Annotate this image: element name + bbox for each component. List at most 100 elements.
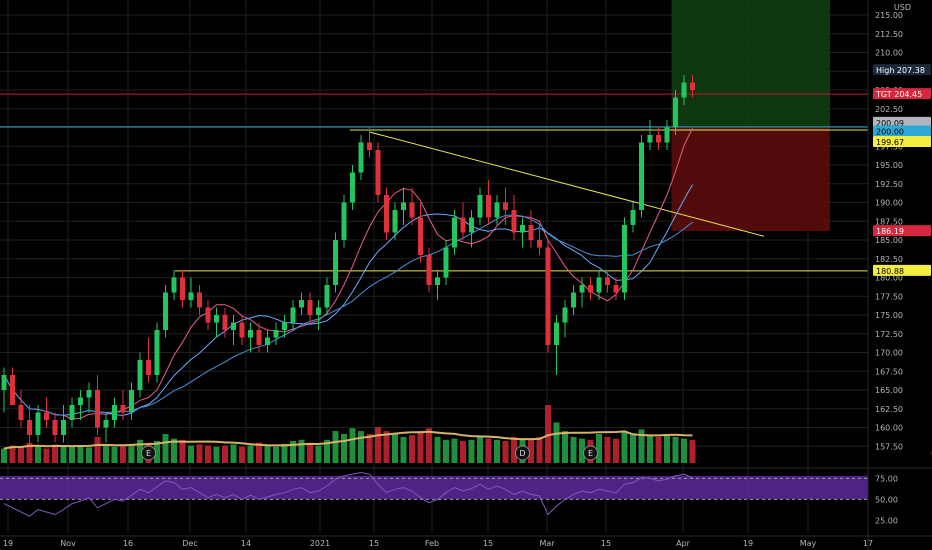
candle-body bbox=[103, 420, 109, 428]
price-tag-level-180-88-label: 180.88 bbox=[876, 267, 904, 276]
event-marker-label: E bbox=[588, 449, 593, 458]
candle-body bbox=[656, 135, 661, 143]
volume-bar bbox=[103, 445, 109, 463]
price-tag-high bbox=[873, 64, 931, 76]
candle-body bbox=[520, 225, 525, 233]
price-tag-level-200-09-label: 200.09 bbox=[876, 119, 904, 128]
time-axis-tick: Dec bbox=[182, 539, 197, 548]
volume-bar bbox=[222, 445, 228, 463]
price-axis-tick: 157.50 bbox=[875, 442, 903, 451]
candle-body bbox=[265, 337, 270, 345]
moving-average-fast bbox=[3, 128, 693, 420]
volume-bar bbox=[264, 445, 271, 463]
candle-body bbox=[435, 277, 440, 285]
candle-body bbox=[248, 330, 253, 338]
candle-body bbox=[545, 247, 551, 345]
price-axis-tick: 190.00 bbox=[875, 199, 903, 208]
volume-bar bbox=[35, 445, 41, 463]
candle-body bbox=[477, 195, 483, 218]
price-axis-tick: 215.00 bbox=[875, 11, 903, 20]
moving-average-slow bbox=[3, 214, 693, 416]
candle-body bbox=[681, 82, 687, 98]
volume-bar bbox=[553, 422, 560, 463]
price-axis-tick: 165.00 bbox=[875, 386, 903, 395]
volume-bar bbox=[502, 440, 509, 463]
volume-bar bbox=[9, 445, 16, 463]
volume-bar bbox=[324, 439, 330, 463]
rsi-band bbox=[0, 475, 868, 500]
candle-body bbox=[341, 202, 347, 240]
candle-body bbox=[426, 255, 432, 285]
volume-bar bbox=[162, 434, 169, 463]
volume-bar bbox=[672, 436, 679, 463]
time-axis-tick: Nov bbox=[60, 539, 76, 548]
candle-body bbox=[494, 202, 500, 218]
volume-bar bbox=[494, 439, 500, 463]
volume-bar bbox=[273, 446, 279, 463]
volume-bar bbox=[689, 439, 696, 463]
event-marker-label: D bbox=[519, 449, 525, 458]
candle-body bbox=[443, 247, 449, 278]
candle-body bbox=[384, 195, 389, 233]
rsi-line bbox=[3, 471, 693, 517]
time-axis-tick: May bbox=[800, 539, 817, 548]
event-marker[interactable] bbox=[141, 445, 156, 461]
candle-body bbox=[78, 397, 83, 405]
price-tag-tgt-label: TGT 204.45 bbox=[875, 90, 922, 99]
candle-body bbox=[163, 292, 168, 330]
candle-body bbox=[358, 142, 364, 173]
volume-bar bbox=[604, 436, 611, 463]
volume-bar bbox=[315, 445, 322, 463]
candle-body bbox=[690, 82, 695, 90]
volume-bar bbox=[511, 436, 517, 463]
volume-bar bbox=[179, 439, 186, 463]
candle-body bbox=[188, 292, 194, 300]
candle-body bbox=[418, 217, 423, 255]
volume-bar bbox=[570, 436, 577, 463]
volume-bar bbox=[655, 436, 662, 463]
candle-body bbox=[256, 330, 262, 345]
volume-bar bbox=[409, 435, 415, 463]
candle-body bbox=[35, 412, 41, 435]
volume-bar bbox=[1, 448, 7, 463]
volume-bar bbox=[18, 446, 24, 463]
price-axis-tick: 182.50 bbox=[875, 255, 903, 264]
candle-body bbox=[537, 240, 542, 248]
price-axis-tick: 170.00 bbox=[875, 349, 903, 358]
moving-average-mid bbox=[3, 184, 693, 416]
volume-bar bbox=[52, 444, 58, 463]
candle-body bbox=[375, 150, 381, 195]
time-axis-tick: 14 bbox=[241, 539, 251, 548]
volume-bar bbox=[94, 436, 101, 463]
event-marker[interactable] bbox=[515, 445, 530, 461]
volume-bar bbox=[239, 446, 245, 463]
candle-body bbox=[69, 405, 75, 420]
price-axis-tick: 172.50 bbox=[875, 330, 903, 339]
volume-bar bbox=[545, 405, 551, 463]
volume-bar bbox=[86, 447, 92, 463]
candle-body bbox=[316, 307, 321, 315]
volume-bar bbox=[451, 438, 458, 463]
candle-body bbox=[571, 292, 576, 308]
price-axis-tick: 177.50 bbox=[875, 292, 903, 301]
volume-bar bbox=[392, 434, 398, 463]
candle-body bbox=[197, 292, 202, 308]
price-axis-tick: 160.00 bbox=[875, 424, 903, 433]
volume-bar bbox=[188, 445, 194, 463]
candle-body bbox=[588, 285, 593, 293]
candle-body bbox=[307, 300, 313, 315]
candle-body bbox=[511, 210, 517, 233]
candle-body bbox=[350, 172, 355, 203]
volume-bar bbox=[69, 446, 75, 463]
volume-bar bbox=[596, 434, 602, 463]
event-marker[interactable] bbox=[583, 445, 598, 461]
volume-bar bbox=[358, 431, 364, 463]
rsi-axis-tick: 25.00 bbox=[875, 516, 898, 525]
candle-body bbox=[18, 405, 24, 420]
volume-bar bbox=[341, 434, 347, 463]
candle-body bbox=[562, 307, 568, 323]
price-axis-tick: 192.50 bbox=[875, 180, 903, 189]
volume-bar bbox=[536, 436, 543, 463]
